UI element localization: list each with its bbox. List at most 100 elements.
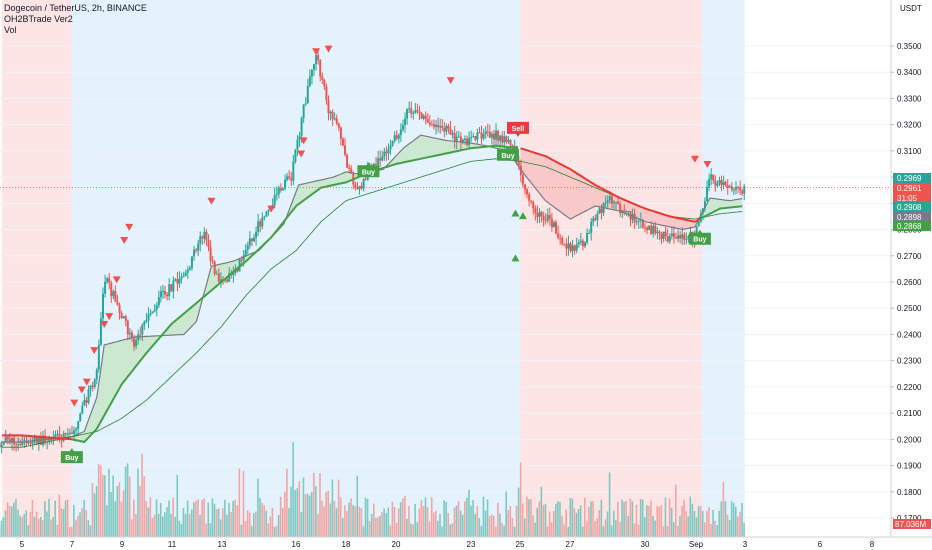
candle-body xyxy=(441,125,444,128)
candle-body xyxy=(164,291,167,295)
volume-bar xyxy=(190,509,193,537)
candle-body xyxy=(70,432,73,435)
candle-body xyxy=(416,110,419,112)
volume-bar xyxy=(93,493,96,537)
candle-body xyxy=(581,240,584,247)
candle-body xyxy=(85,400,88,403)
volume-bar xyxy=(75,519,77,537)
candle-body xyxy=(439,125,442,128)
buy-signal-label-2[interactable]: Buy xyxy=(497,145,519,161)
volume-bar xyxy=(461,514,464,537)
volume-bar xyxy=(250,525,253,537)
x-tick-label: 13 xyxy=(218,540,227,549)
y-tick-label: 0.2000 xyxy=(897,435,922,444)
candle-body xyxy=(459,136,462,143)
candle-body xyxy=(654,225,657,234)
volume-bar xyxy=(523,518,526,537)
volume-bar xyxy=(184,513,187,537)
candle-body xyxy=(232,272,235,276)
candle-body xyxy=(83,400,86,406)
candle-body xyxy=(176,279,179,284)
candle-body xyxy=(128,332,131,335)
volume-bar xyxy=(391,501,394,537)
volume-bar xyxy=(501,522,503,537)
candle-body xyxy=(677,235,680,239)
volume-bar xyxy=(79,512,81,537)
volume-bar xyxy=(592,500,594,537)
candle-body xyxy=(273,195,276,206)
candle-body xyxy=(197,243,200,251)
volume-bar xyxy=(708,507,710,537)
volume-bar xyxy=(300,512,303,537)
buy-signal-label-0[interactable]: Buy xyxy=(60,448,83,464)
candle-body xyxy=(652,225,655,235)
buy-signal-label-1[interactable]: Buy xyxy=(357,162,380,178)
buy-signal-label-4[interactable]: Buy xyxy=(688,229,711,245)
volume-bar xyxy=(724,501,727,537)
candle-body xyxy=(718,180,721,184)
candle-body xyxy=(679,235,682,239)
volume-bar xyxy=(658,506,661,537)
x-tick-label: 23 xyxy=(467,540,476,549)
volume-bar xyxy=(290,486,292,537)
candle-body xyxy=(79,413,82,422)
candle-body xyxy=(226,279,229,282)
volume-bar xyxy=(31,499,34,537)
volume-bar xyxy=(600,499,603,537)
candle-body xyxy=(583,242,586,247)
volume-bar xyxy=(695,517,698,537)
volume-bar xyxy=(364,497,367,537)
volume-bar xyxy=(81,507,83,537)
sell-signal-label-3[interactable]: Sell xyxy=(506,121,529,137)
candle-body xyxy=(298,136,301,140)
volume-bar xyxy=(114,501,117,537)
volume-bar xyxy=(352,504,354,537)
candle-body xyxy=(625,211,628,213)
volume-bar xyxy=(112,475,114,537)
price-axis-panel[interactable] xyxy=(891,0,932,550)
candle-body xyxy=(219,279,222,282)
volume-bar xyxy=(275,525,278,537)
volume-bar xyxy=(499,513,501,537)
volume-bar xyxy=(302,477,305,537)
candle-body xyxy=(675,237,678,239)
candle-body xyxy=(428,122,431,125)
x-tick-label: 30 xyxy=(641,540,650,549)
candle-body xyxy=(286,176,289,180)
time-axis-panel[interactable] xyxy=(0,537,932,550)
volume-bar xyxy=(517,487,520,537)
candle-body xyxy=(211,260,214,262)
candle-body xyxy=(184,272,187,276)
candle-body xyxy=(397,135,400,139)
candle-body xyxy=(62,433,65,441)
volume-bar xyxy=(288,507,290,537)
candle-body xyxy=(348,167,351,169)
volume-bar xyxy=(544,503,547,537)
volume-bar xyxy=(66,499,69,537)
candle-body xyxy=(534,208,537,214)
volume-bar xyxy=(397,508,400,537)
candle-body xyxy=(662,231,665,239)
candle-body xyxy=(633,213,636,223)
volume-bar xyxy=(706,511,708,537)
volume-bar xyxy=(70,526,73,537)
volume-bar xyxy=(486,499,489,537)
candle-body xyxy=(714,180,717,186)
sell-arrow-marker-1 xyxy=(77,386,86,394)
volume-bar xyxy=(555,503,557,537)
volume-bar xyxy=(209,523,212,537)
volume-bar xyxy=(236,505,239,537)
candle-body xyxy=(579,240,582,243)
candle-body xyxy=(550,218,553,228)
volume-bar xyxy=(306,493,309,537)
candle-body xyxy=(563,243,566,245)
candle-body xyxy=(44,435,47,443)
volume-bar xyxy=(143,476,145,537)
volume-bar xyxy=(623,501,625,537)
candle-body xyxy=(379,158,382,161)
candle-body xyxy=(321,76,324,80)
volume-bar xyxy=(4,510,7,537)
volume-bar xyxy=(507,510,510,537)
volume-bar xyxy=(629,498,632,537)
